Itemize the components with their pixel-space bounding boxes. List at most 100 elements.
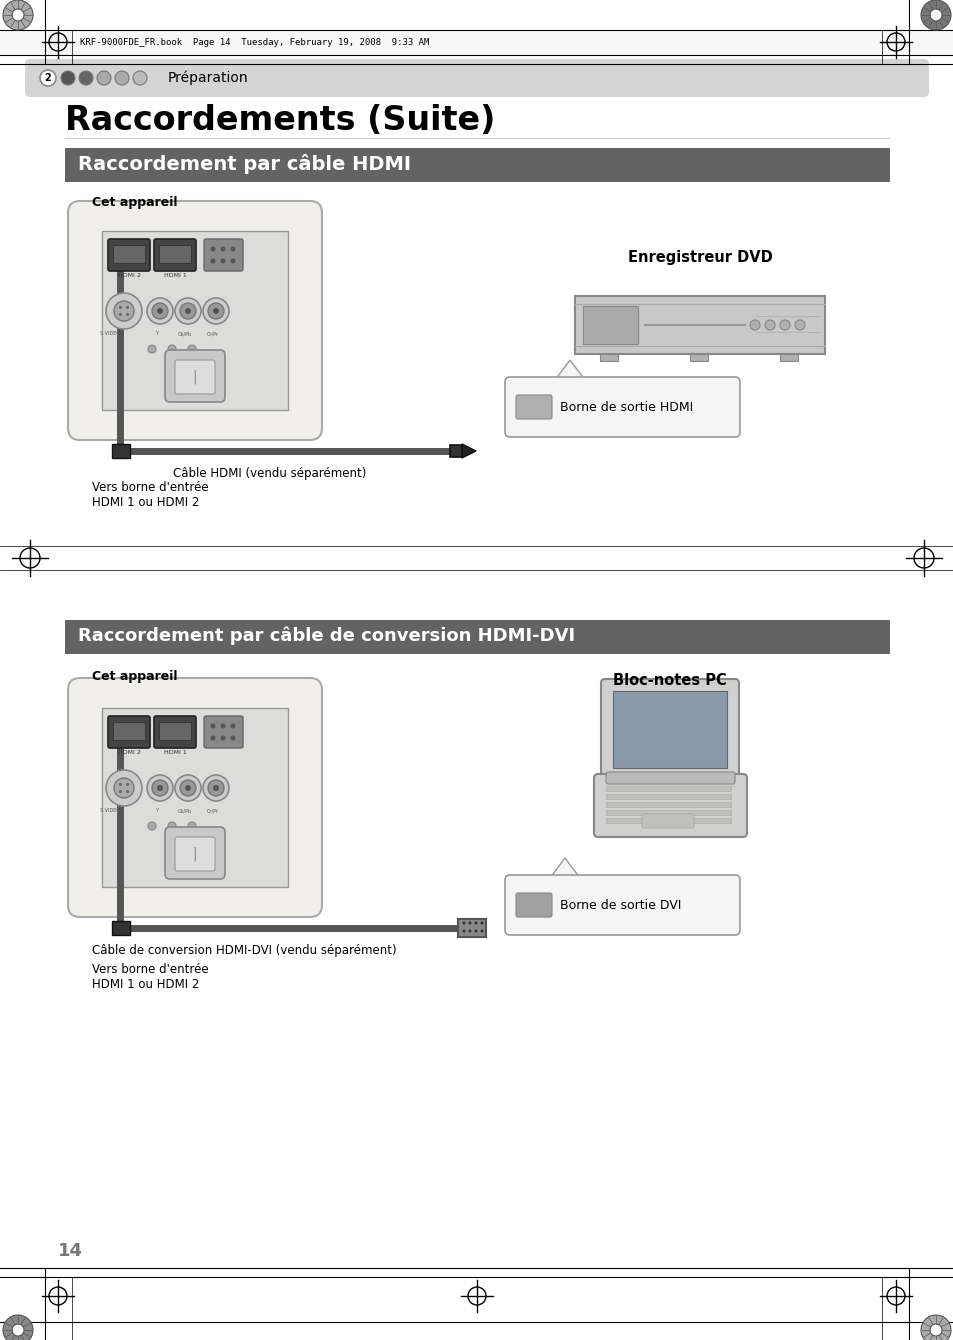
Circle shape — [208, 780, 224, 796]
Circle shape — [920, 0, 950, 29]
Text: Cr/Pr: Cr/Pr — [207, 808, 219, 813]
FancyBboxPatch shape — [0, 29, 953, 55]
Circle shape — [12, 9, 24, 21]
Circle shape — [185, 308, 191, 314]
Text: Raccordement par câble de conversion HDMI-DVI: Raccordement par câble de conversion HDM… — [78, 627, 575, 646]
FancyBboxPatch shape — [605, 772, 734, 784]
FancyBboxPatch shape — [605, 795, 730, 799]
Text: Borne de sortie DVI: Borne de sortie DVI — [559, 899, 680, 911]
FancyBboxPatch shape — [582, 306, 638, 344]
FancyBboxPatch shape — [605, 803, 730, 807]
Circle shape — [126, 306, 129, 310]
Circle shape — [61, 71, 75, 84]
Circle shape — [185, 785, 191, 791]
Circle shape — [468, 930, 471, 933]
FancyBboxPatch shape — [153, 239, 195, 271]
Circle shape — [780, 320, 789, 330]
Circle shape — [929, 1324, 941, 1336]
Circle shape — [126, 314, 129, 316]
Text: Préparation: Préparation — [168, 71, 249, 86]
Text: Cr/Pr: Cr/Pr — [207, 331, 219, 336]
FancyBboxPatch shape — [605, 809, 730, 815]
Circle shape — [208, 303, 224, 319]
Circle shape — [126, 791, 129, 793]
FancyBboxPatch shape — [65, 620, 888, 653]
FancyBboxPatch shape — [174, 838, 214, 871]
FancyBboxPatch shape — [174, 360, 214, 394]
Circle shape — [794, 320, 804, 330]
FancyBboxPatch shape — [68, 201, 322, 440]
Text: Cb/Pb: Cb/Pb — [178, 331, 192, 336]
Text: KRF-9000FDE_FR.book  Page 14  Tuesday, February 19, 2008  9:33 AM: KRF-9000FDE_FR.book Page 14 Tuesday, Feb… — [80, 38, 429, 47]
Circle shape — [119, 783, 122, 787]
Polygon shape — [550, 858, 579, 878]
Circle shape — [106, 770, 142, 805]
Text: Câble HDMI (vendu séparément): Câble HDMI (vendu séparément) — [173, 468, 366, 480]
Circle shape — [113, 302, 133, 322]
Text: 2: 2 — [45, 72, 51, 83]
Text: Vers borne d'entrée
HDMI 1 ou HDMI 2: Vers borne d'entrée HDMI 1 ou HDMI 2 — [91, 481, 209, 509]
FancyBboxPatch shape — [102, 230, 288, 410]
FancyBboxPatch shape — [25, 59, 928, 96]
Text: |: | — [193, 370, 197, 385]
Circle shape — [220, 724, 225, 729]
Circle shape — [480, 922, 483, 925]
FancyBboxPatch shape — [575, 296, 824, 354]
Text: Cb/Pb: Cb/Pb — [178, 808, 192, 813]
Circle shape — [152, 303, 168, 319]
Circle shape — [147, 775, 172, 801]
Circle shape — [474, 930, 477, 933]
Polygon shape — [555, 360, 584, 381]
Circle shape — [97, 71, 111, 84]
Circle shape — [231, 259, 235, 264]
Circle shape — [174, 775, 201, 801]
Circle shape — [79, 71, 92, 84]
Circle shape — [148, 821, 156, 829]
FancyBboxPatch shape — [65, 147, 888, 181]
FancyBboxPatch shape — [204, 239, 243, 271]
Circle shape — [106, 293, 142, 330]
FancyBboxPatch shape — [112, 722, 145, 740]
Text: Raccordement par câble HDMI: Raccordement par câble HDMI — [78, 154, 411, 174]
Circle shape — [147, 297, 172, 324]
FancyBboxPatch shape — [68, 678, 322, 917]
Text: Vers borne d'entrée
HDMI 1 ou HDMI 2: Vers borne d'entrée HDMI 1 ou HDMI 2 — [91, 963, 209, 992]
Circle shape — [764, 320, 774, 330]
Circle shape — [180, 780, 195, 796]
Text: 14: 14 — [58, 1242, 83, 1260]
Circle shape — [213, 785, 219, 791]
FancyBboxPatch shape — [108, 716, 150, 748]
Circle shape — [231, 736, 235, 741]
Text: Cet appareil: Cet appareil — [91, 670, 177, 683]
Text: HDMI 1: HDMI 1 — [164, 750, 186, 754]
Circle shape — [211, 247, 215, 252]
Text: S VIDEO: S VIDEO — [100, 808, 120, 813]
FancyBboxPatch shape — [204, 716, 243, 748]
Text: Enregistreur DVD: Enregistreur DVD — [627, 251, 772, 265]
FancyBboxPatch shape — [605, 787, 730, 791]
FancyBboxPatch shape — [112, 921, 130, 935]
FancyBboxPatch shape — [504, 377, 740, 437]
FancyBboxPatch shape — [108, 239, 150, 271]
FancyBboxPatch shape — [165, 827, 225, 879]
Text: HDMI 2: HDMI 2 — [117, 750, 140, 754]
Circle shape — [152, 780, 168, 796]
Text: Cet appareil: Cet appareil — [91, 196, 177, 209]
FancyBboxPatch shape — [112, 444, 130, 458]
Circle shape — [113, 779, 133, 799]
Circle shape — [180, 303, 195, 319]
Circle shape — [119, 791, 122, 793]
Circle shape — [480, 930, 483, 933]
Text: S VIDEO: S VIDEO — [100, 331, 120, 336]
Text: Y: Y — [155, 331, 158, 336]
Text: |: | — [193, 847, 197, 862]
FancyBboxPatch shape — [641, 813, 693, 828]
Circle shape — [203, 297, 229, 324]
Circle shape — [920, 1315, 950, 1340]
Text: Bloc-notes PC: Bloc-notes PC — [613, 673, 726, 687]
FancyBboxPatch shape — [0, 0, 953, 29]
FancyBboxPatch shape — [516, 395, 552, 419]
Circle shape — [40, 70, 56, 86]
Text: Borne de sortie HDMI: Borne de sortie HDMI — [559, 401, 693, 414]
FancyBboxPatch shape — [153, 716, 195, 748]
